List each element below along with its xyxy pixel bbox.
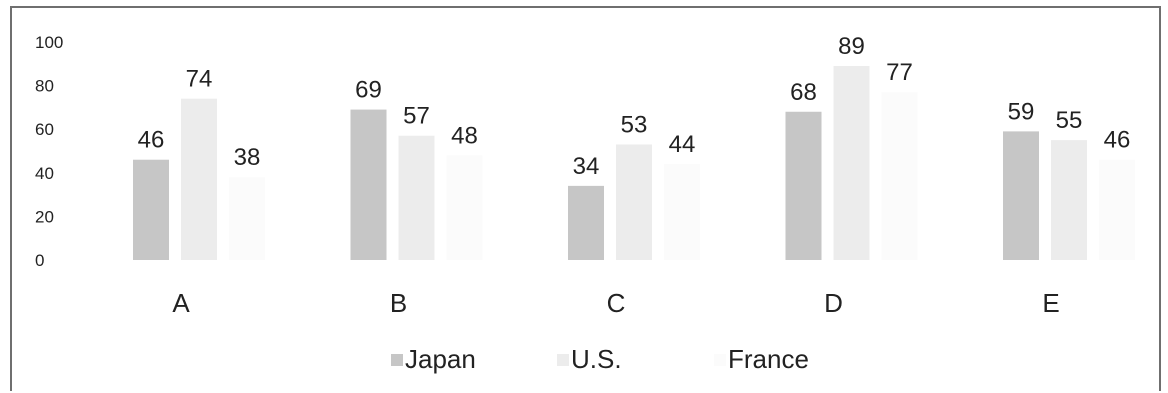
legend: Japan U.S. France (391, 344, 809, 374)
category-label-b: B (390, 288, 407, 318)
legend-swatch-us (557, 354, 569, 366)
data-label: 55 (1056, 107, 1083, 134)
data-label: 53 (621, 111, 648, 138)
data-label: 77 (886, 59, 913, 86)
data-labels: 46 74 38 69 57 48 34 53 44 68 89 77 59 55 46 (138, 33, 1131, 180)
bar-france-d (881, 92, 918, 260)
bar-france-c (664, 164, 700, 260)
data-label: 74 (186, 66, 213, 93)
category-label-a: A (172, 288, 190, 318)
y-axis-ticks: 0 20 40 60 80 100 (35, 33, 63, 270)
category-label-e: E (1042, 288, 1059, 318)
data-label: 44 (669, 131, 696, 158)
data-label: 59 (1008, 98, 1035, 125)
y-tick-label: 80 (35, 77, 54, 96)
bar-france-e (1099, 159, 1135, 260)
bar-us-c (616, 144, 652, 260)
bar-japan-b (350, 109, 387, 260)
y-tick-label: 100 (35, 33, 63, 52)
data-label: 46 (138, 127, 165, 154)
data-label: 48 (451, 122, 478, 149)
data-label: 46 (1104, 127, 1131, 154)
data-label: 34 (573, 153, 600, 180)
category-label-d: D (824, 288, 843, 318)
category-label-c: C (607, 288, 626, 318)
bar-japan-a (133, 159, 169, 260)
bar-us-b (398, 135, 435, 260)
y-tick-label: 0 (35, 251, 44, 270)
data-label: 38 (234, 144, 261, 171)
data-label: 69 (355, 77, 382, 104)
category-labels: A B C D E (172, 288, 1059, 318)
bar-japan-c (568, 185, 604, 260)
legend-swatch-france (714, 354, 726, 366)
legend-label-france: France (728, 344, 809, 374)
y-tick-label: 60 (35, 120, 54, 139)
legend-label-us: U.S. (571, 344, 622, 374)
bar-japan-d (785, 111, 822, 260)
legend-swatch-japan (391, 354, 403, 366)
bar-us-a (181, 98, 217, 261)
bar-japan-e (1003, 131, 1039, 260)
bars (133, 65, 1135, 261)
legend-label-japan: Japan (405, 344, 476, 374)
bar-us-e (1051, 140, 1087, 260)
bar-france-b (446, 155, 483, 260)
bar-france-a (229, 177, 265, 260)
data-label: 57 (403, 103, 430, 130)
data-label: 89 (838, 33, 865, 60)
bar-us-d (833, 65, 870, 260)
y-tick-label: 20 (35, 207, 54, 226)
y-tick-label: 40 (35, 164, 54, 183)
data-label: 68 (790, 79, 817, 106)
